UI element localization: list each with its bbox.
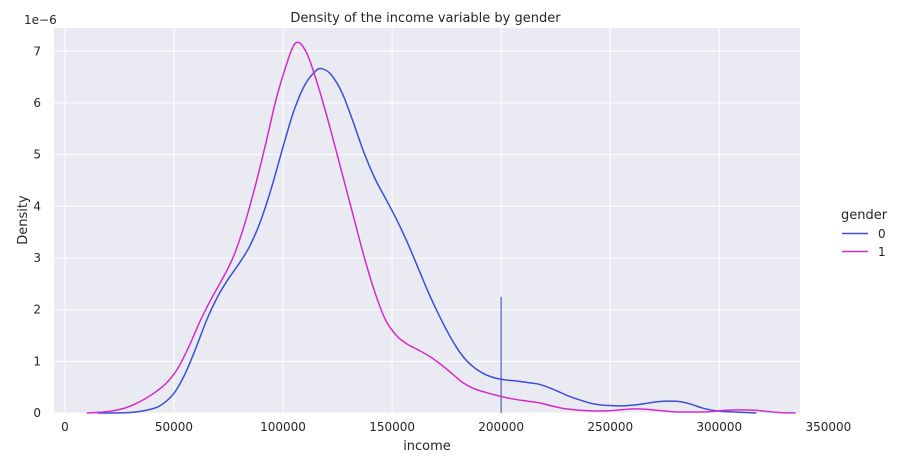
x-tick-label: 0 [61, 420, 69, 434]
x-tick-label: 350000 [805, 420, 851, 434]
x-tick-label: 150000 [369, 420, 415, 434]
grid-lines [54, 28, 829, 414]
y-scale-label: 1e−6 [24, 13, 57, 27]
y-tick-label: 5 [33, 148, 41, 162]
series-line-gender-0 [97, 67, 757, 414]
legend-title: gender [841, 208, 888, 223]
x-tick-label: 200000 [478, 420, 524, 434]
y-axis-ticks: 0 1 2 3 4 5 6 7 [33, 44, 41, 420]
legend: gender 0 1 [841, 208, 888, 259]
series-line-gender-1 [86, 41, 796, 414]
x-tick-label: 50000 [155, 420, 193, 434]
x-tick-label: 300000 [696, 420, 742, 434]
y-tick-label: 7 [33, 44, 41, 58]
y-tick-label: 2 [33, 303, 41, 317]
x-tick-label: 250000 [587, 420, 633, 434]
y-tick-label: 4 [33, 199, 41, 213]
x-tick-label: 100000 [260, 420, 306, 434]
y-tick-label: 0 [33, 406, 41, 420]
series-layer [86, 41, 796, 414]
y-tick-label: 6 [33, 96, 41, 110]
x-axis-label: income [403, 439, 451, 454]
y-axis-label: Density [16, 195, 31, 245]
x-axis-ticks: 0 50000 100000 150000 200000 250000 300000 3500… [61, 420, 851, 434]
y-tick-label: 1 [33, 354, 41, 368]
plot-area [54, 28, 800, 413]
legend-label-gender-1: 1 [878, 245, 886, 259]
y-tick-label: 3 [33, 251, 41, 265]
legend-label-gender-0: 0 [878, 227, 886, 241]
chart-title: Density of the income variable by gender [290, 11, 561, 26]
